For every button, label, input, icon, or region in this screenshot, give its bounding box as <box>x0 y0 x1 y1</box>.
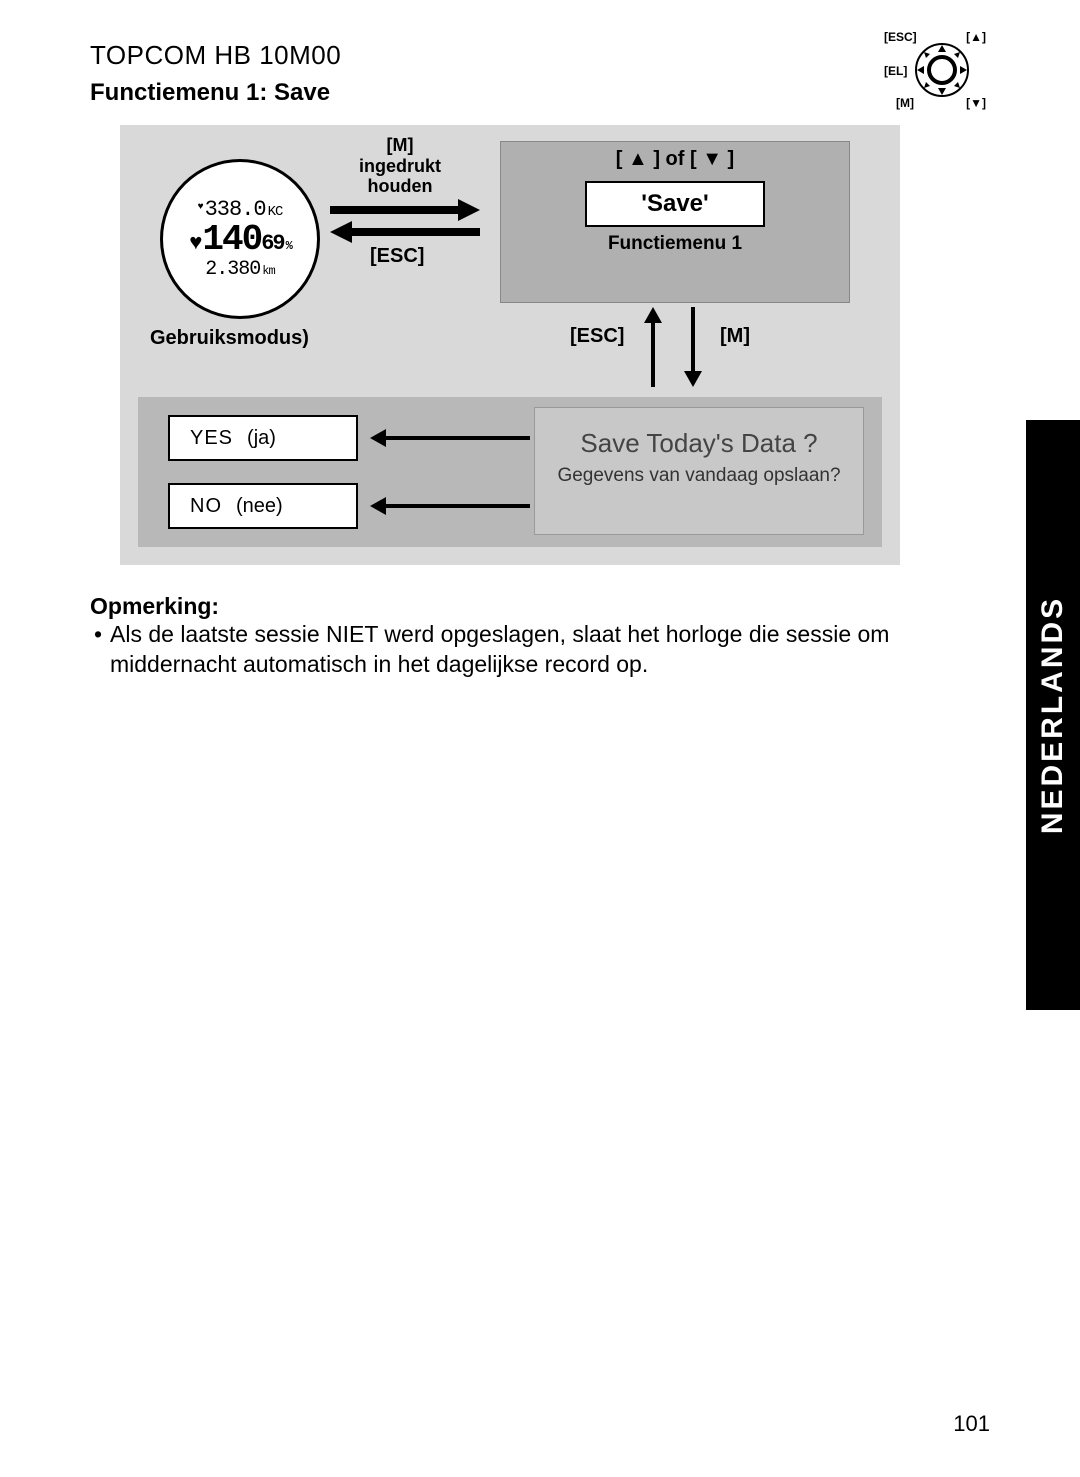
arrow-right-icon <box>330 203 480 217</box>
dial-m-label: [M] <box>896 96 914 110</box>
heart-icon: ♥ <box>198 202 203 213</box>
arrow-down-icon <box>688 307 698 387</box>
watch-line3-value: 2.380 <box>205 258 260 281</box>
save-question-en: Save Today's Data ? <box>535 428 863 459</box>
no-translation: (nee) <box>236 495 283 518</box>
watch-line2-big: 140 <box>202 222 261 258</box>
arrow-to-yes-icon <box>370 433 530 443</box>
v-m-label: [M] <box>720 325 750 348</box>
watch-line2-unit: % <box>286 240 291 252</box>
control-dial: [ESC] [▲] [EL] [M] [▼] <box>878 30 988 110</box>
note-title: Opmerking: <box>90 593 990 620</box>
note-body: Als de laatste sessie NIET werd opgeslag… <box>90 620 990 680</box>
menu1-nav-label: [ ▲ ] of [ ▼ ] <box>501 148 849 171</box>
watch-line2-prefix: ♥ <box>189 233 200 255</box>
watch-mode-label: Gebruiksmodus) <box>150 327 309 350</box>
no-label: NO <box>190 495 222 518</box>
dial-down-label: [▼] <box>966 96 986 110</box>
dial-esc-label: [ESC] <box>884 30 917 44</box>
yes-label: YES <box>190 427 233 450</box>
language-tab: NEDERLANDS <box>1026 420 1080 1010</box>
watch-line1-unit: KC <box>268 204 283 220</box>
dial-el-label: [EL] <box>884 64 907 78</box>
vertical-arrows: [ESC] [M] <box>570 307 770 397</box>
menu1-save-box: 'Save' <box>585 181 765 227</box>
v-esc-label: [ESC] <box>570 325 624 348</box>
arrow-bottom-label: [ESC] <box>370 245 424 268</box>
watch-line3-unit: km <box>262 264 274 278</box>
section-title: Functiemenu 1: Save <box>90 79 990 107</box>
dial-icon <box>914 42 970 98</box>
language-tab-label: NEDERLANDS <box>1036 596 1070 834</box>
arrow-top-label: [M] ingedrukt houden <box>345 135 455 197</box>
page-number: 101 <box>953 1411 990 1437</box>
save-question-nl: Gegevens van vandaag opslaan? <box>535 465 863 488</box>
watch-line2-small: 69 <box>261 233 283 255</box>
flow-diagram: ♥ 338.0 KC ♥ 140 69 % 2.380 km Gebruiksm… <box>120 125 900 565</box>
arrow-left-icon <box>330 225 480 239</box>
menu1-caption: Functiemenu 1 <box>501 233 849 255</box>
arrow-up-icon <box>648 307 658 387</box>
yes-box: YES (ja) <box>168 415 358 461</box>
no-box: NO (nee) <box>168 483 358 529</box>
arrow-to-no-icon <box>370 501 530 511</box>
watch-display: ♥ 338.0 KC ♥ 140 69 % 2.380 km <box>160 159 320 319</box>
save-question-panel: Save Today's Data ? Gegevens van vandaag… <box>534 407 864 535</box>
product-title: TOPCOM HB 10M00 <box>90 40 990 71</box>
lower-panel: YES (ja) NO (nee) Save Today's Data ? Ge… <box>138 397 882 547</box>
function-menu-1-panel: [ ▲ ] of [ ▼ ] 'Save' Functiemenu 1 <box>500 141 850 303</box>
yes-translation: (ja) <box>247 427 276 450</box>
